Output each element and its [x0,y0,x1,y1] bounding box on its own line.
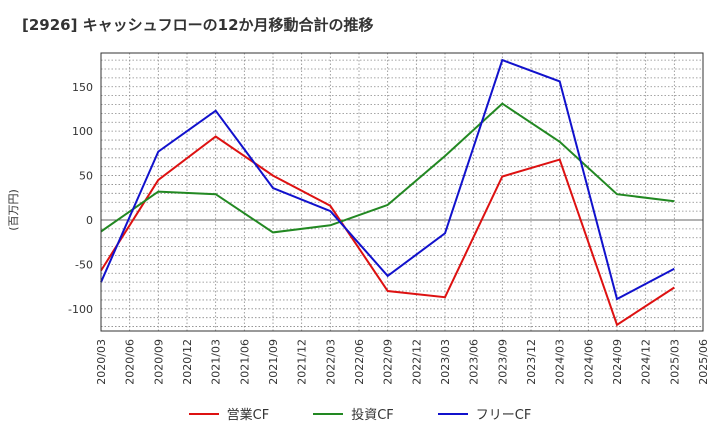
legend-label-operating-cf: 営業CF [226,408,270,423]
x-tick-label-2024-12: 2024/12 [640,339,653,385]
legend-swatch-free-cf [437,412,468,415]
y-tick-labels: 150 100 50 0 -50 -100 [68,81,93,316]
x-tick-label-2024-03: 2024/03 [554,339,567,385]
series-line-2 [100,58,675,301]
x-tick-label-2020-03: 2020/03 [95,339,108,385]
x-tick-label-2023-06: 2023/06 [468,339,481,385]
x-tick-label-2022-03: 2022/03 [324,339,337,385]
x-tick-label-2023-03: 2023/03 [439,339,452,385]
x-tick-label-2020-12: 2020/12 [181,339,194,385]
legend-label-free-cf: フリーCF [475,408,532,423]
legend-item-investing-cf: 投資CF [313,404,394,423]
legend-swatch-operating-cf [188,412,219,415]
series-line-1 [100,102,675,234]
legend-label-investing-cf: 投資CF [351,408,394,423]
y-tick-label-50: 50 [79,170,93,183]
legend: 営業CF 投資CF フリーCF [0,404,720,423]
y-tick-label-100: 100 [72,125,93,138]
x-tick-label-2020-09: 2020/09 [152,339,165,385]
x-tick-label-2022-12: 2022/12 [410,339,423,385]
x-tick-label-2022-06: 2022/06 [353,339,366,385]
legend-item-operating-cf: 営業CF [188,404,270,423]
chart-title: [2926] キャッシュフローの12か月移動合計の推移 [22,16,374,34]
x-tick-label-2021-06: 2021/06 [238,339,251,385]
y-tick-label-0: 0 [86,214,93,227]
x-tick-label-2020-06: 2020/06 [124,339,137,385]
x-tick-label-2021-12: 2021/12 [296,339,309,385]
x-tick-label-2023-12: 2023/12 [525,339,538,385]
x-tick-label-2021-03: 2021/03 [210,339,223,385]
y-tick-label-150: 150 [72,81,93,94]
x-tick-label-2021-09: 2021/09 [267,339,280,385]
y-tick-label--50: -50 [75,258,93,271]
x-tick-label-2024-09: 2024/09 [611,339,624,385]
x-tick-label-2023-09: 2023/09 [496,339,509,385]
legend-item-free-cf: フリーCF [437,404,532,423]
y-tick-label--100: -100 [68,303,93,316]
series-line-0 [100,135,675,327]
legend-swatch-investing-cf [313,412,344,415]
x-tick-label-2025-06: 2025/06 [697,339,710,385]
plot-frame [100,52,704,332]
series-layer [100,58,675,327]
x-tick-label-2025-03: 2025/03 [668,339,681,385]
x-tick-label-2022-09: 2022/09 [382,339,395,385]
x-tick-label-2024-06: 2024/06 [582,339,595,385]
x-tick-labels: 2020/03 2020/06 2020/09 2020/12 2021/03 2021/… [95,339,710,385]
